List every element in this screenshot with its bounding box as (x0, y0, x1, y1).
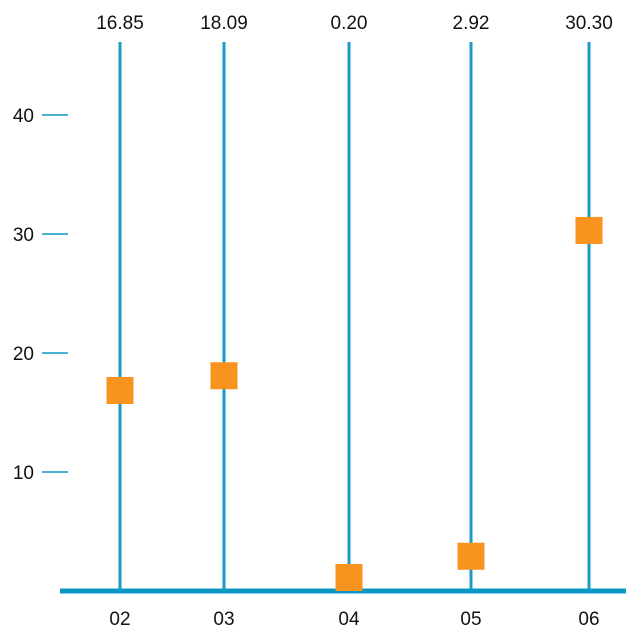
value-label-02: 16.85 (96, 13, 144, 34)
y-tick-label-20: 20 (13, 344, 34, 365)
value-label-06: 30.30 (565, 13, 613, 34)
category-label-03: 03 (213, 609, 234, 628)
stems (118, 42, 591, 591)
value-label-03: 18.09 (200, 13, 248, 34)
category-label-04: 04 (338, 609, 360, 628)
y-axis: 10 20 30 40 (13, 106, 68, 484)
marker-03 (210, 362, 238, 390)
value-labels: 16.85 18.09 0.20 2.92 30.30 (96, 13, 613, 34)
markers (106, 216, 603, 591)
marker-06 (575, 216, 603, 244)
marker-02 (106, 376, 134, 404)
y-tick-label-40: 40 (13, 106, 34, 127)
marker-04 (335, 564, 363, 591)
category-label-05: 05 (460, 609, 481, 628)
y-tick-label-30: 30 (13, 225, 34, 246)
y-tick-label-10: 10 (13, 463, 34, 484)
value-label-05: 2.92 (453, 13, 490, 34)
category-label-06: 06 (578, 609, 599, 628)
marker-05 (457, 542, 485, 570)
value-label-04: 0.20 (331, 13, 368, 34)
category-labels: 02 03 04 05 06 (109, 609, 599, 628)
category-label-02: 02 (109, 609, 130, 628)
